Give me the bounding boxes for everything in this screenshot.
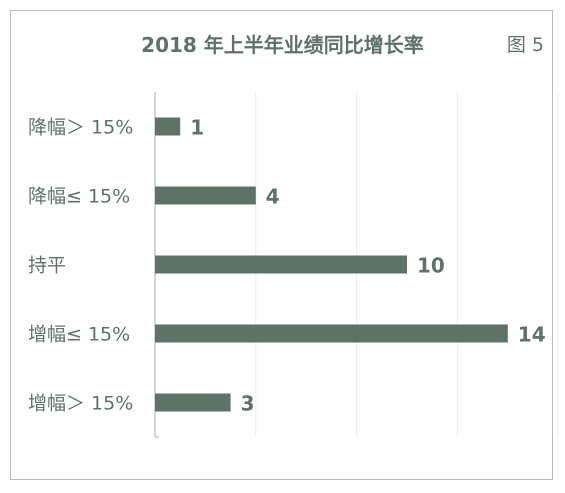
chart-frame xyxy=(10,10,553,480)
category-label: 降幅≤ 15% xyxy=(28,186,130,208)
category-label: 持平 xyxy=(28,255,66,277)
data-label: 4 xyxy=(266,185,280,209)
bar-1 xyxy=(155,117,181,136)
bar-4 xyxy=(155,324,508,343)
data-label: 3 xyxy=(241,392,255,416)
category-label: 降幅＞ 15% xyxy=(28,117,133,139)
data-label: 10 xyxy=(417,254,445,278)
category-label: 增幅＞ 15% xyxy=(28,393,133,415)
category-label: 增幅≤ 15% xyxy=(28,324,130,346)
bar-3 xyxy=(155,255,407,274)
data-label: 1 xyxy=(190,116,204,140)
chart-title: 2018 年上半年业绩同比增长率 xyxy=(141,33,424,57)
figure-label: 图 5 xyxy=(506,34,544,56)
data-label: 14 xyxy=(518,323,546,347)
bar-5 xyxy=(155,393,231,412)
bar-2 xyxy=(155,186,256,205)
